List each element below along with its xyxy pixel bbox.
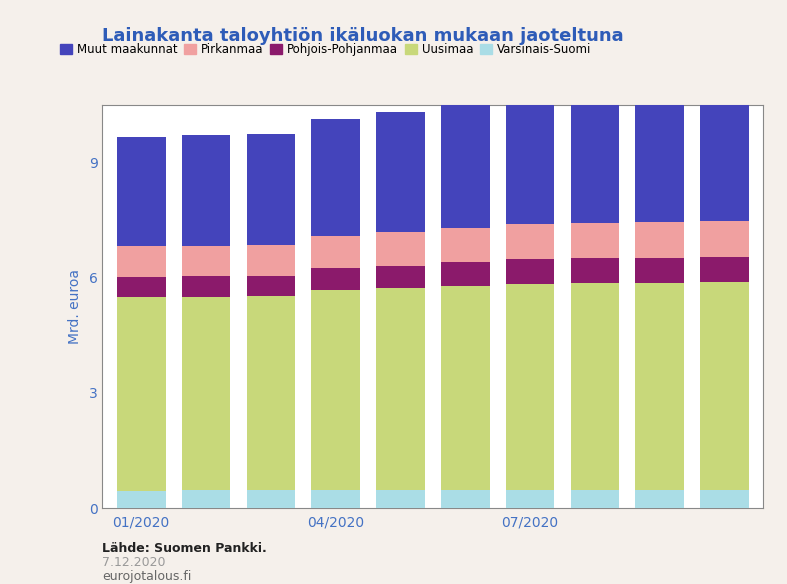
Bar — [182, 491, 231, 508]
Bar — [182, 135, 231, 246]
Bar — [182, 246, 231, 276]
Bar — [117, 297, 165, 491]
Bar — [700, 221, 748, 257]
Bar — [635, 283, 684, 490]
Bar — [117, 137, 165, 246]
Bar — [182, 297, 231, 491]
Bar — [571, 96, 619, 223]
Bar — [376, 232, 425, 266]
Bar — [376, 288, 425, 490]
Bar — [312, 235, 360, 268]
Bar — [700, 282, 748, 490]
Bar — [312, 268, 360, 290]
Bar — [246, 276, 295, 296]
Bar — [441, 286, 490, 490]
Bar — [506, 259, 554, 284]
Bar — [441, 228, 490, 262]
Bar — [376, 266, 425, 288]
Bar — [441, 490, 490, 508]
Bar — [635, 222, 684, 258]
Bar — [312, 119, 360, 235]
Bar — [246, 134, 295, 245]
Text: Lähde: Suomen Pankki.: Lähde: Suomen Pankki. — [102, 542, 267, 555]
Bar — [700, 91, 748, 221]
Bar — [571, 258, 619, 283]
Bar — [246, 245, 295, 276]
Bar — [246, 491, 295, 508]
Bar — [506, 224, 554, 259]
Bar — [376, 112, 425, 232]
Bar — [635, 93, 684, 222]
Bar — [635, 258, 684, 283]
Legend: Muut maakunnat, Pirkanmaa, Pohjois-Pohjanmaa, Uusimaa, Varsinais-Suomi: Muut maakunnat, Pirkanmaa, Pohjois-Pohja… — [55, 39, 596, 61]
Bar — [506, 284, 554, 490]
Text: 7.12.2020: 7.12.2020 — [102, 557, 166, 569]
Y-axis label: Mrd. euroa: Mrd. euroa — [68, 269, 83, 344]
Text: Lainakanta taloyhtiön ikäluokan mukaan jaoteltuna: Lainakanta taloyhtiön ikäluokan mukaan j… — [102, 27, 624, 45]
Bar — [117, 246, 165, 277]
Bar — [635, 490, 684, 508]
Bar — [312, 290, 360, 490]
Bar — [571, 490, 619, 508]
Bar — [700, 257, 748, 282]
Bar — [700, 490, 748, 508]
Bar — [117, 277, 165, 297]
Bar — [441, 105, 490, 228]
Bar — [376, 490, 425, 508]
Bar — [571, 223, 619, 258]
Bar — [246, 296, 295, 491]
Bar — [182, 276, 231, 297]
Bar — [441, 262, 490, 286]
Text: eurojotalous.fi: eurojotalous.fi — [102, 571, 192, 583]
Bar — [506, 98, 554, 224]
Bar — [117, 491, 165, 508]
Bar — [571, 283, 619, 490]
Bar — [312, 490, 360, 508]
Bar — [506, 490, 554, 508]
